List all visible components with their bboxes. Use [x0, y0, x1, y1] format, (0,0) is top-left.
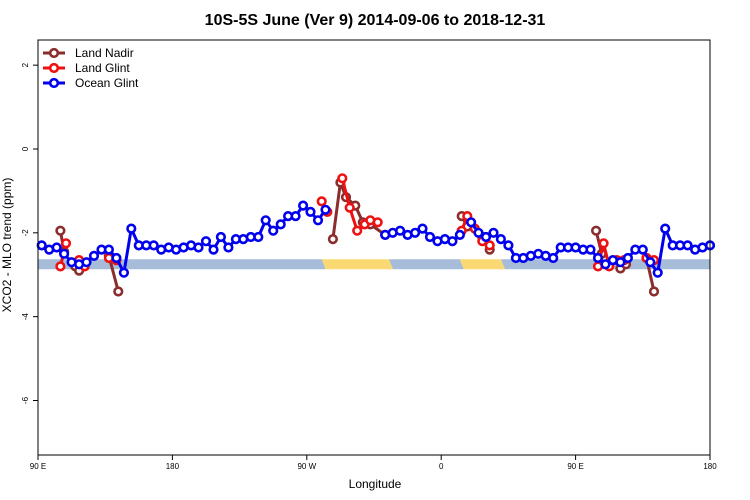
data-point	[495, 234, 507, 245]
data-point	[215, 231, 226, 243]
data-point	[424, 231, 436, 243]
band-segment-land	[321, 259, 393, 270]
data-point	[417, 223, 428, 234]
data-point	[55, 225, 66, 236]
legend-label: Land Nadir	[75, 46, 134, 60]
data-point	[447, 236, 458, 247]
data-point	[503, 240, 514, 251]
data-point	[275, 219, 286, 230]
data-point	[200, 236, 212, 247]
series-layer	[36, 173, 716, 297]
data-point	[312, 215, 324, 226]
data-point	[208, 244, 219, 255]
legend-label: Ocean Glint	[75, 76, 139, 90]
data-point	[600, 259, 611, 270]
y-axis-label: XCO2 - MLO trend (ppm)	[0, 178, 14, 313]
data-point	[395, 225, 406, 236]
data-point	[111, 252, 122, 264]
data-point	[327, 234, 339, 245]
band-segment-land	[459, 259, 505, 270]
data-point	[316, 196, 327, 207]
legend-marker	[48, 47, 60, 59]
legend-item: Ocean Glint	[43, 76, 139, 90]
x-tick-label: 90 E	[567, 462, 583, 471]
x-axis: 90 E 180 90 W 0 90 E 180	[30, 455, 717, 471]
data-point	[454, 229, 466, 240]
data-point	[88, 250, 100, 261]
data-point	[193, 242, 204, 253]
data-point	[253, 231, 264, 243]
data-point	[290, 211, 301, 222]
data-point	[645, 257, 656, 268]
data-point	[488, 227, 499, 238]
data-point	[622, 252, 634, 264]
y-tick-label: -4	[21, 313, 30, 321]
y-tick-label: -2	[21, 229, 30, 237]
data-point	[652, 267, 663, 278]
series-land-nadir	[55, 177, 660, 297]
data-point	[260, 215, 271, 226]
data-point	[484, 240, 495, 251]
x-tick-label: 90 E	[30, 462, 46, 471]
data-point	[60, 238, 72, 249]
x-axis-label: Longitude	[349, 477, 402, 491]
x-tick-label: 0	[439, 462, 444, 471]
data-point	[637, 244, 648, 255]
data-point	[548, 252, 559, 264]
series-ocean-glint	[36, 200, 716, 278]
data-point	[590, 225, 602, 236]
data-point	[344, 202, 355, 213]
data-point	[103, 244, 114, 255]
x-tick-label: 180	[703, 462, 717, 471]
data-point	[81, 257, 92, 268]
data-point	[268, 225, 279, 236]
data-point	[58, 248, 70, 259]
data-point	[337, 173, 348, 184]
data-point	[585, 244, 596, 255]
data-point	[223, 242, 234, 253]
data-point	[305, 206, 316, 217]
x-tick-label: 180	[166, 462, 180, 471]
data-point	[410, 227, 421, 238]
y-tick-label: 2	[21, 62, 30, 67]
data-point	[660, 223, 671, 234]
plot-frame	[37, 39, 711, 456]
y-tick-label: -6	[21, 396, 30, 404]
data-point	[615, 257, 626, 268]
data-point	[113, 286, 124, 297]
data-point	[598, 238, 609, 249]
data-point	[320, 204, 331, 215]
data-point	[55, 261, 66, 272]
data-point	[118, 267, 129, 278]
x-tick-label: 90 W	[297, 462, 316, 471]
legend-item: Land Nadir	[43, 46, 134, 60]
data-point	[592, 252, 604, 264]
legend-marker	[48, 62, 60, 74]
data-point	[298, 200, 309, 211]
data-point	[466, 217, 477, 228]
data-point	[352, 225, 363, 236]
legend-marker	[48, 77, 60, 89]
chart-title: 10S-5S June (Ver 9) 2014-09-06 to 2018-1…	[205, 12, 546, 29]
data-point	[480, 231, 492, 243]
data-point	[473, 227, 484, 238]
data-point	[682, 240, 693, 251]
legend-item: Land Glint	[43, 61, 130, 75]
data-point	[372, 217, 383, 228]
band-segment-ocean	[388, 259, 464, 270]
legend-label: Land Glint	[75, 61, 130, 75]
data-point	[51, 242, 62, 253]
y-tick-label: 0	[21, 146, 30, 151]
data-point	[648, 286, 660, 297]
series-land-glint	[55, 173, 660, 272]
data-point	[126, 223, 137, 234]
data-point	[148, 240, 159, 251]
y-axis: 2 0 -2 -4 -6	[21, 62, 38, 404]
